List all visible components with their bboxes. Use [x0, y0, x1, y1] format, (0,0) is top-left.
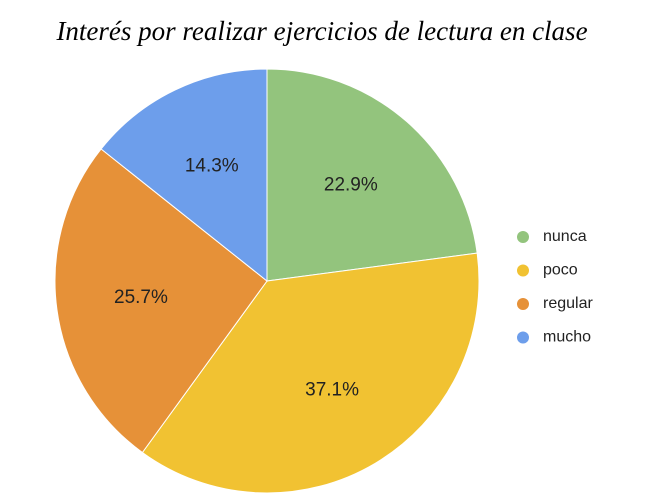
slice-label: 25.7%: [114, 287, 168, 308]
legend-marker: [517, 331, 529, 344]
slice-label: 22.9%: [324, 174, 378, 195]
pie-slice: [266, 68, 478, 282]
pie-slice: [100, 68, 268, 283]
slice-label: 14.3%: [185, 155, 239, 176]
slice-label: 37.1%: [305, 379, 359, 400]
pie-slice: [141, 252, 480, 493]
legend-label: poco: [543, 262, 578, 279]
legend-label: nunca: [543, 228, 587, 245]
pie-slice: [54, 148, 268, 454]
legend-label: mucho: [543, 329, 591, 346]
legend-marker: [517, 264, 529, 277]
legend-marker: [517, 298, 529, 310]
legend-marker: [517, 231, 529, 243]
chart-title: Interés por realizar ejercicios de lectu…: [55, 16, 587, 46]
legend-label: regular: [543, 295, 593, 312]
